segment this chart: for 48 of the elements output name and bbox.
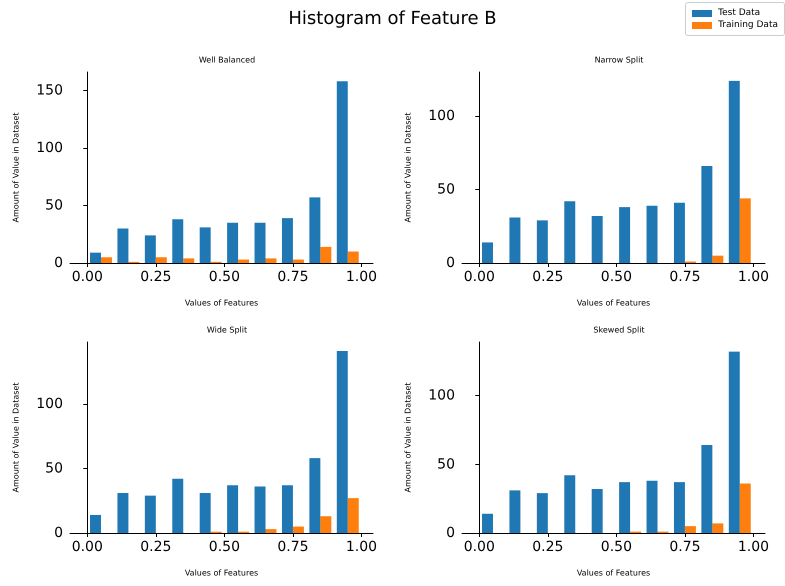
y-tick-label: 100 (36, 396, 63, 412)
x-tick-label: 0.25 (140, 269, 172, 285)
chart-title: Narrow Split (594, 56, 644, 64)
x-tick-label: 0.50 (600, 269, 632, 285)
x-tick-label: 0.50 (600, 539, 632, 555)
x-tick-label: 0.75 (669, 269, 701, 285)
y-tick-label: 150 (36, 82, 63, 98)
x-tick-label: 0.00 (464, 539, 495, 555)
y-tick-label: 0 (446, 525, 455, 541)
x-tick-label: 0.75 (277, 269, 309, 285)
x-tick-label: 0.50 (208, 269, 240, 285)
x-tick-label: 0.50 (208, 539, 240, 555)
x-axis-title: Values of Features (576, 298, 650, 308)
y-tick-label: 50 (437, 182, 455, 198)
chart-title: Wide Split (206, 326, 248, 334)
legend-label: Training Data (718, 20, 778, 30)
x-tick-label: 0.75 (277, 539, 309, 555)
y-tick-label: 0 (446, 255, 455, 271)
x-tick-label: 1.00 (738, 269, 770, 285)
x-tick-label: 0.25 (140, 539, 172, 555)
y-tick-label: 0 (54, 255, 63, 271)
legend-label: Test Data (718, 8, 760, 18)
x-tick-label: 1.00 (738, 539, 770, 555)
y-tick-label: 50 (45, 460, 63, 476)
chart-title: Well Balanced (198, 56, 256, 64)
x-tick-label: 0.25 (532, 539, 564, 555)
x-tick-label: 0.25 (532, 269, 564, 285)
x-tick-label: 0.00 (72, 269, 103, 285)
y-tick-label: 50 (437, 456, 455, 472)
y-tick-label: 0 (54, 525, 63, 541)
y-axis-title: Amount of Value in Dataset (404, 112, 412, 222)
y-axis-title: Amount of Value in Dataset (404, 382, 412, 492)
x-tick-label: 0.75 (669, 539, 701, 555)
y-tick-label: 100 (428, 108, 455, 124)
y-tick-label: 100 (428, 388, 455, 404)
y-tick-label: 50 (45, 197, 63, 214)
y-axis-title: Amount of Value in Dataset (12, 382, 20, 492)
x-axis-title: Values of Features (184, 568, 258, 578)
x-axis-title: Values of Features (184, 298, 258, 308)
y-axis-title: Amount of Value in Dataset (12, 112, 20, 222)
x-axis-title: Values of Features (576, 568, 650, 578)
x-tick-label: 1.00 (346, 269, 378, 285)
x-tick-label: 0.00 (464, 269, 495, 285)
chart-title: Skewed Split (593, 326, 645, 334)
x-tick-label: 1.00 (346, 539, 378, 555)
y-tick-label: 100 (36, 140, 63, 156)
text: Histogram of Feature B (288, 8, 497, 29)
x-tick-label: 0.00 (72, 539, 103, 555)
